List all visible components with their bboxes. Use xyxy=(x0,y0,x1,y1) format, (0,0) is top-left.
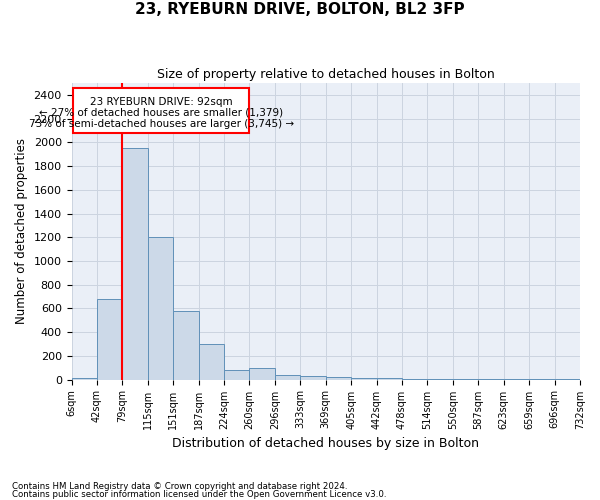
Text: 23 RYEBURN DRIVE: 92sqm: 23 RYEBURN DRIVE: 92sqm xyxy=(90,96,232,106)
Bar xyxy=(224,370,250,380)
Bar xyxy=(199,344,224,380)
Bar xyxy=(173,311,199,380)
Text: Contains public sector information licensed under the Open Government Licence v3: Contains public sector information licen… xyxy=(12,490,386,499)
Title: Size of property relative to detached houses in Bolton: Size of property relative to detached ho… xyxy=(157,68,494,80)
Bar xyxy=(301,376,326,380)
Bar xyxy=(250,368,275,380)
Text: ← 27% of detached houses are smaller (1,379): ← 27% of detached houses are smaller (1,… xyxy=(39,108,283,118)
Bar xyxy=(377,378,402,380)
Bar xyxy=(71,378,97,380)
Text: 73% of semi-detached houses are larger (3,745) →: 73% of semi-detached houses are larger (… xyxy=(29,119,294,129)
Bar xyxy=(148,237,173,380)
Bar xyxy=(427,379,453,380)
Text: Contains HM Land Registry data © Crown copyright and database right 2024.: Contains HM Land Registry data © Crown c… xyxy=(12,482,347,491)
Bar xyxy=(326,377,351,380)
Bar xyxy=(122,148,148,380)
Bar xyxy=(402,378,427,380)
Bar xyxy=(97,299,122,380)
FancyBboxPatch shape xyxy=(73,88,250,133)
Bar xyxy=(275,375,301,380)
Y-axis label: Number of detached properties: Number of detached properties xyxy=(15,138,28,324)
Text: 23, RYEBURN DRIVE, BOLTON, BL2 3FP: 23, RYEBURN DRIVE, BOLTON, BL2 3FP xyxy=(135,2,465,18)
Bar xyxy=(351,378,377,380)
X-axis label: Distribution of detached houses by size in Bolton: Distribution of detached houses by size … xyxy=(172,437,479,450)
